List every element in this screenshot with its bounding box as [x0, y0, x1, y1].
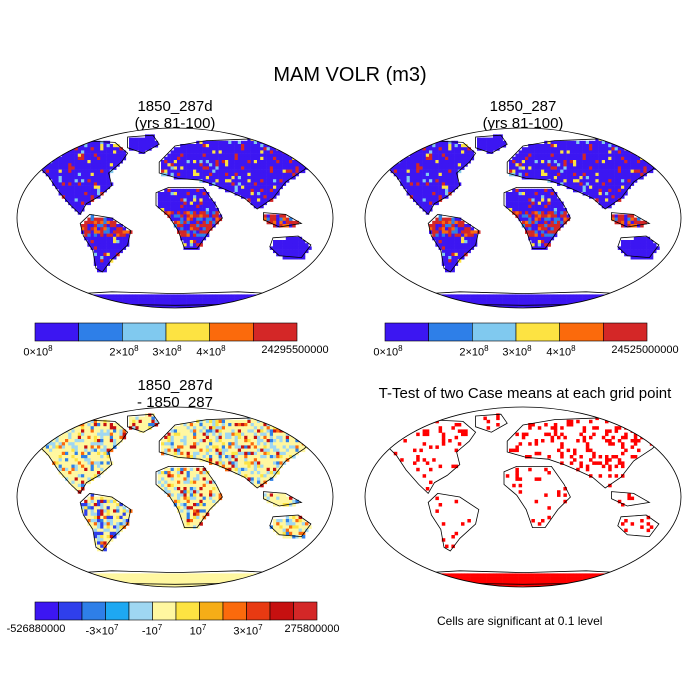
coastline-africa	[155, 186, 223, 250]
colorbar-tick-label: 3×108	[152, 344, 182, 359]
colorbar-tick-label: 3×107	[233, 623, 263, 638]
colorbar-tick-label: -526880000	[6, 623, 66, 635]
coastline-australia	[617, 235, 660, 259]
coastline-samerica	[427, 213, 480, 273]
colorbar-swatch	[293, 601, 318, 621]
colorbar-tick-label: 0×108	[23, 344, 53, 359]
coastline-eurasia	[506, 417, 666, 489]
map-border	[364, 406, 682, 588]
coastline-seasia	[611, 212, 651, 228]
coastline-samerica	[79, 213, 132, 273]
coastline-australia	[269, 514, 312, 538]
map-border	[16, 127, 334, 309]
coastline-greenland	[127, 413, 160, 433]
coastline-seasia	[611, 491, 651, 507]
panel-title-bottom-left: 1850_287d - 1850_287	[137, 377, 213, 411]
coastline-greenland	[475, 413, 508, 433]
colorbar-swatch	[128, 601, 153, 621]
colorbar-tick-label: 4×108	[546, 344, 576, 359]
colorbar-swatch	[58, 601, 83, 621]
significance-note: Cells are significant at 0.1 level	[437, 614, 603, 628]
colorbar-swatch	[603, 322, 648, 342]
map-border	[364, 127, 682, 309]
colorbar-tick-label: 2×108	[109, 344, 139, 359]
colorbar-swatch	[175, 601, 200, 621]
colorbar-tick-label: 107	[189, 623, 207, 638]
colorbar-swatch	[152, 601, 177, 621]
colorbar-tick-label: -3×107	[85, 623, 119, 638]
coastline-australia	[617, 514, 660, 538]
colorbar-swatch	[34, 601, 59, 621]
colorbar-swatch	[269, 601, 294, 621]
coastline-namerica	[32, 140, 129, 216]
coastline-africa	[503, 465, 571, 528]
colorbar-tick-label: 24525000000	[611, 344, 679, 356]
colorbar-swatch	[222, 601, 247, 621]
colorbar-swatch	[81, 601, 106, 621]
colorbar-swatch	[253, 322, 298, 342]
coastline-greenland	[127, 134, 160, 154]
colorbar-tick-label: 4×108	[196, 344, 226, 359]
coastline-eurasia	[506, 138, 666, 210]
coastline-australia	[269, 235, 312, 259]
coastline-seasia	[263, 491, 303, 507]
map-cells-top-left	[17, 128, 333, 308]
coastline-samerica	[427, 492, 480, 552]
colorbar-tick-label: 0×108	[373, 344, 403, 359]
map-border	[16, 406, 334, 588]
coastline-eurasia	[158, 138, 318, 210]
coastline-samerica	[79, 492, 132, 552]
coastline-africa	[503, 186, 571, 250]
coastline-namerica	[32, 419, 129, 495]
coastline-namerica	[380, 140, 477, 216]
colorbar-tick-label: 275800000	[284, 623, 340, 635]
coastline-seasia	[263, 212, 303, 228]
colorbar-tick-label: 2×108	[459, 344, 489, 359]
colorbar-tick-label: 24295500000	[261, 344, 329, 356]
colorbar-swatch	[105, 601, 130, 621]
coastline-africa	[155, 465, 223, 528]
coastline-greenland	[475, 134, 508, 154]
coastline-eurasia	[158, 417, 318, 489]
colorbar-tick-label: -107	[141, 623, 163, 638]
panel-title-bottom-right: T-Test of two Case means at each grid po…	[378, 385, 672, 402]
coastline-namerica	[380, 419, 477, 495]
figure-title: MAM VOLR (m3)	[273, 64, 427, 86]
colorbar-tick-label: 3×108	[502, 344, 532, 359]
colorbar-swatch	[246, 601, 271, 621]
colorbar-swatch	[199, 601, 224, 621]
